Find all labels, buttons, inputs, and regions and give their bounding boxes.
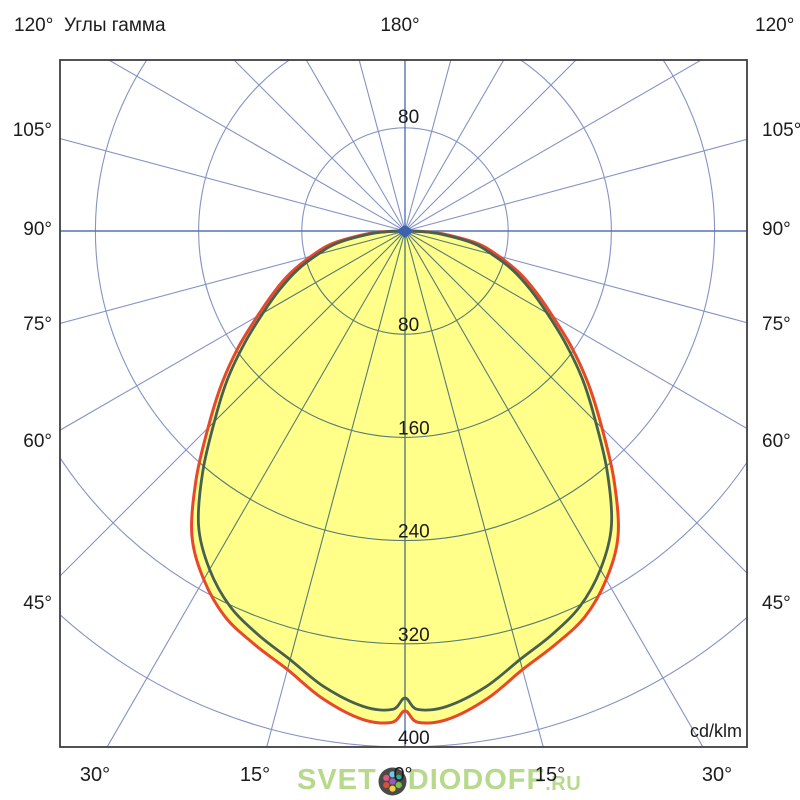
grid-radial-line — [191, 231, 406, 724]
gamma-tick-left: 105° — [12, 120, 52, 141]
gamma-tick-left: 45° — [23, 593, 52, 614]
grid-radial-line — [404, 230, 747, 324]
grid-radial-line — [191, 231, 406, 682]
ring-label-upper: 80 — [398, 107, 419, 128]
grid-radial-line — [404, 231, 619, 724]
gamma-tick-right: 105° — [762, 120, 800, 141]
watermark-text-tld: .RU — [545, 773, 582, 795]
ring-label: 80 — [398, 315, 419, 336]
gamma-label-top-left: 120° — [14, 15, 54, 36]
gamma-tick-bottom: 0° — [393, 764, 413, 786]
gamma-label-top-right: 120° — [755, 15, 795, 36]
gamma-tick-right: 90° — [762, 219, 791, 240]
watermark-logo-icon — [378, 767, 407, 796]
grid-radial-line — [404, 231, 619, 682]
curve-c90-c270 — [196, 229, 614, 712]
gamma-tick-bottom: 15° — [239, 764, 271, 786]
origin-marker — [396, 225, 414, 238]
gamma-tick-left: 60° — [23, 431, 52, 452]
grid-radial-line — [404, 60, 505, 232]
grid-radial-line — [404, 60, 577, 232]
watermark: SVET DIODOFF .RU — [297, 764, 582, 797]
grid-radial-line — [404, 138, 747, 232]
gamma-tick-bottom: 30° — [701, 764, 733, 786]
gamma-tick-right: 60° — [762, 431, 791, 452]
gamma-axis-right: 105° 90° 75° 60° 45° — [760, 0, 800, 800]
gamma-tick-right: 75° — [762, 314, 791, 335]
ring-label: 400 — [398, 728, 430, 749]
gamma-tick-left: 75° — [23, 314, 52, 335]
curve-c0-c180 — [190, 229, 620, 725]
gamma-tick-right: 45° — [762, 593, 791, 614]
unit-label: cd/klm — [690, 721, 742, 741]
grid-radial-line — [404, 60, 452, 232]
gamma-tick-bottom: 15° — [534, 764, 566, 786]
grid-radial-line — [191, 231, 406, 724]
chart-title: Углы гамма — [64, 15, 166, 36]
plot-border — [59, 59, 748, 748]
grid-radial-line — [404, 231, 619, 724]
gamma-label-top-center: 180° — [380, 15, 420, 36]
grid-radial-line — [358, 60, 406, 232]
ring-label: 320 — [398, 625, 430, 646]
watermark-text-suffix: DIODOFF — [407, 764, 546, 797]
grid-radial-line — [404, 60, 703, 232]
ring-label: 160 — [398, 418, 430, 439]
grid-radial-line — [191, 231, 406, 724]
gamma-axis-left: 105° 90° 75° 60° 45° — [2, 0, 54, 800]
grid-radial-line — [404, 231, 619, 724]
ring-label: 240 — [398, 522, 430, 543]
watermark-text-prefix: SVET — [297, 764, 377, 797]
grid-radial-line — [60, 137, 406, 232]
gamma-tick-bottom: 30° — [79, 764, 111, 786]
curves-layer — [190, 229, 620, 725]
grid-radial-line — [305, 60, 406, 232]
gamma-tick-left: 90° — [23, 219, 52, 240]
grid-radial-line — [233, 60, 406, 232]
grid-radial-line — [107, 60, 406, 232]
grid-radial-line — [60, 230, 406, 325]
